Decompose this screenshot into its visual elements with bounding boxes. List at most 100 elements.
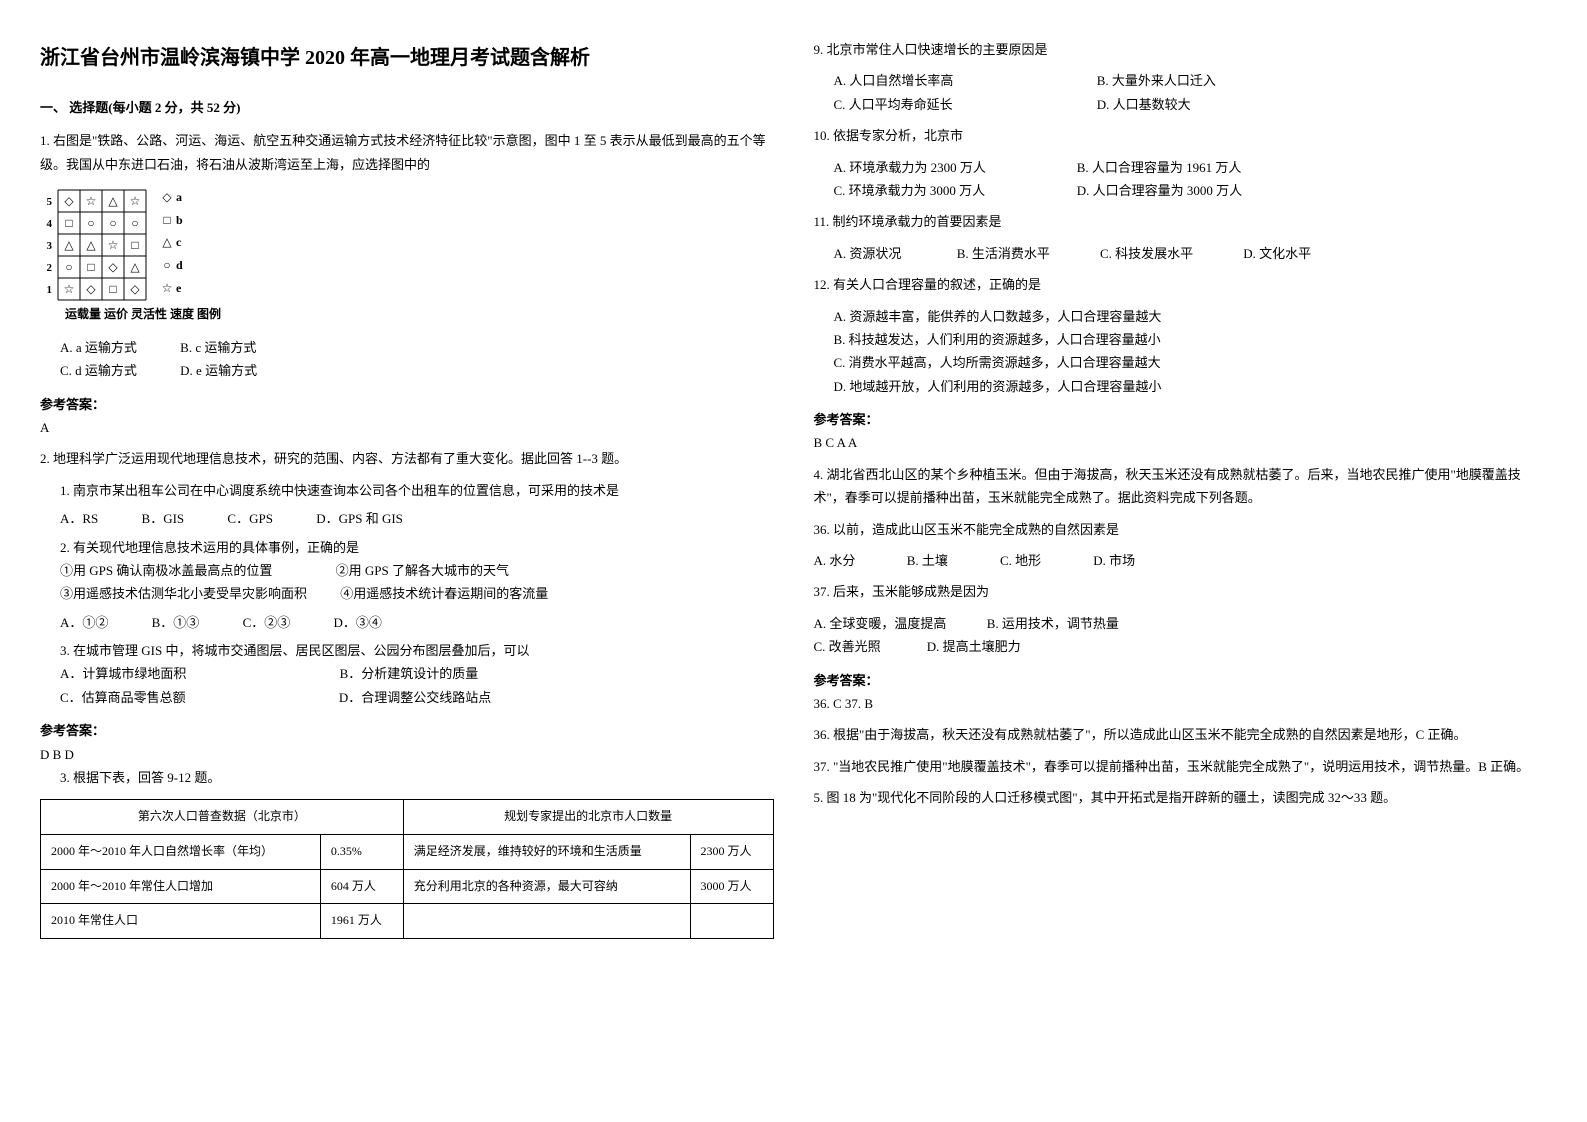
svg-text:◇: ◇ bbox=[64, 194, 74, 208]
q2-2-item-4: ④用遥感技术统计春运期间的客流量 bbox=[340, 586, 548, 601]
left-column: 浙江省台州市温岭滨海镇中学 2020 年高一地理月考试题含解析 一、 选择题(每… bbox=[40, 30, 774, 949]
q37-opt-a: A. 全球变暖，温度提高 bbox=[814, 612, 984, 635]
q2-2-items: ①用 GPS 确认南极冰盖最高点的位置 ②用 GPS 了解各大城市的天气 ③用遥… bbox=[60, 559, 774, 606]
cell-r3c4 bbox=[690, 904, 773, 939]
svg-text:○: ○ bbox=[65, 260, 72, 274]
q2-3-options: A．计算城市绿地面积 B．分析建筑设计的质量 C．估算商品零售总额 D．合理调整… bbox=[60, 662, 774, 709]
svg-text:□: □ bbox=[109, 282, 116, 296]
q1-opt-d: D. e 运输方式 bbox=[180, 359, 257, 382]
svg-text:☆: ☆ bbox=[108, 238, 119, 252]
section-1-title: 一、 选择题(每小题 2 分，共 52 分) bbox=[40, 96, 774, 119]
q9-opt-b: B. 大量外来人口迁入 bbox=[1097, 73, 1216, 88]
q37-opt-c: C. 改善光照 bbox=[814, 635, 924, 658]
q2-1-opt-b: B．GIS bbox=[142, 507, 185, 530]
cell-r2c1: 2000 年～2010 年常住人口增加 bbox=[41, 869, 321, 904]
cell-r2c3: 充分利用北京的各种资源，最大可容纳 bbox=[403, 869, 690, 904]
svg-text:☆: ☆ bbox=[64, 282, 75, 296]
question-2-3: 3. 在城市管理 GIS 中，将城市交通图层、居民区图层、公园分布图层叠加后，可… bbox=[60, 639, 774, 662]
q10-opt-d: D. 人口合理容量为 3000 万人 bbox=[1077, 183, 1242, 198]
page-title: 浙江省台州市温岭滨海镇中学 2020 年高一地理月考试题含解析 bbox=[40, 40, 774, 76]
q12-options: A. 资源越丰富，能供养的人口数越多，人口合理容量越大 B. 科技越发达，人们利… bbox=[834, 305, 1548, 399]
answer-4-1: 36. C 37. B bbox=[814, 692, 1548, 715]
cell-r2c2: 604 万人 bbox=[320, 869, 403, 904]
cell-r1c3: 满足经济发展，维持较好的环境和生活质量 bbox=[403, 835, 690, 870]
q10-opt-b: B. 人口合理容量为 1961 万人 bbox=[1077, 160, 1242, 175]
cell-r2c4: 3000 万人 bbox=[690, 869, 773, 904]
cell-r3c1: 2010 年常住人口 bbox=[41, 904, 321, 939]
q36-opt-b: B. 土壤 bbox=[907, 549, 997, 572]
q2-3-opt-d: D．合理调整公交线路站点 bbox=[339, 690, 491, 705]
q37-opt-d: D. 提高土壤肥力 bbox=[927, 639, 1021, 654]
question-11: 11. 制约环境承载力的首要因素是 bbox=[814, 210, 1548, 233]
q37-opt-b: B. 运用技术，调节热量 bbox=[987, 616, 1119, 631]
table-row: 2000 年～2010 年常住人口增加 604 万人 充分利用北京的各种资源，最… bbox=[41, 869, 774, 904]
q1-opt-b: B. c 运输方式 bbox=[180, 336, 256, 359]
cell-r1c1: 2000 年～2010 年人口自然增长率（年均） bbox=[41, 835, 321, 870]
q2-2-options: A．①② B．①③ C．②③ D．③④ bbox=[60, 611, 774, 634]
svg-text:1: 1 bbox=[47, 284, 53, 296]
svg-text:○: ○ bbox=[87, 216, 94, 230]
question-2-intro: 2. 地理科学广泛运用现代地理信息技术，研究的范围、内容、方法都有了重大变化。据… bbox=[40, 447, 774, 470]
svg-text:△: △ bbox=[64, 238, 74, 252]
answer-2: D B D bbox=[40, 743, 774, 766]
svg-text:○: ○ bbox=[109, 216, 116, 230]
svg-text:☆: ☆ bbox=[86, 194, 97, 208]
svg-text:○: ○ bbox=[131, 216, 138, 230]
q36-opt-a: A. 水分 bbox=[814, 549, 904, 572]
svg-text:5: 5 bbox=[47, 196, 53, 208]
svg-text:4: 4 bbox=[47, 218, 53, 230]
svg-text:△: △ bbox=[108, 194, 118, 208]
q2-1-options: A．RS B．GIS C．GPS D．GPS 和 GIS bbox=[60, 507, 774, 530]
table-header-1: 第六次人口普查数据（北京市） bbox=[41, 800, 404, 835]
q2-1-opt-c: C．GPS bbox=[227, 507, 273, 530]
q2-3-opt-c: C．估算商品零售总额 bbox=[60, 690, 186, 705]
table-header-2: 规划专家提出的北京市人口数量 bbox=[403, 800, 773, 835]
q11-opt-a: A. 资源状况 bbox=[834, 242, 954, 265]
q2-2-opt-c: C．②③ bbox=[243, 611, 291, 634]
q12-opt-d: D. 地域越开放，人们利用的资源越多，人口合理容量越小 bbox=[834, 375, 1548, 398]
q2-2-item-3: ③用遥感技术估测华北小麦受旱灾影响面积 bbox=[60, 586, 307, 601]
q12-opt-c: C. 消费水平越高，人均所需资源越多，人口合理容量越大 bbox=[834, 351, 1548, 374]
q2-1-opt-a: A．RS bbox=[60, 507, 98, 530]
q11-opt-d: D. 文化水平 bbox=[1243, 246, 1311, 261]
question-12: 12. 有关人口合理容量的叙述，正确的是 bbox=[814, 273, 1548, 296]
q36-opt-d: D. 市场 bbox=[1093, 553, 1135, 568]
q2-2-opt-b: B．①③ bbox=[152, 611, 200, 634]
q1-options: A. a 运输方式 B. c 运输方式 C. d 运输方式 D. e 运输方式 bbox=[60, 336, 774, 383]
svg-text:△: △ bbox=[130, 260, 140, 274]
question-5: 5. 图 18 为"现代化不同阶段的人口迁移模式图"，其中开拓式是指开辟新的疆土… bbox=[814, 786, 1548, 809]
q9-opt-a: A. 人口自然增长率高 bbox=[834, 69, 1094, 92]
question-37: 37. 后来，玉米能够成熟是因为 bbox=[814, 580, 1548, 603]
svg-text:□: □ bbox=[65, 216, 72, 230]
question-3-intro: 3. 根据下表，回答 9-12 题。 bbox=[60, 766, 774, 789]
svg-text:◇: ◇ bbox=[108, 260, 118, 274]
q10-opt-a: A. 环境承载力为 2300 万人 bbox=[834, 156, 1074, 179]
chart-legend: ◇a□b△c○d☆e bbox=[160, 186, 183, 300]
svg-text:△: △ bbox=[86, 238, 96, 252]
q2-2-opt-d: D．③④ bbox=[333, 611, 381, 634]
table-header-row: 第六次人口普查数据（北京市） 规划专家提出的北京市人口数量 bbox=[41, 800, 774, 835]
q11-opt-c: C. 科技发展水平 bbox=[1100, 242, 1240, 265]
q9-opt-d: D. 人口基数较大 bbox=[1097, 97, 1191, 112]
cell-r3c2: 1961 万人 bbox=[320, 904, 403, 939]
q2-2-opt-a: A．①② bbox=[60, 611, 108, 634]
q2-3-opt-a: A．计算城市绿地面积 bbox=[60, 666, 186, 681]
answer-1-label: 参考答案： bbox=[40, 393, 774, 416]
answer-4-label: 参考答案： bbox=[814, 669, 1548, 692]
table-row: 2010 年常住人口 1961 万人 bbox=[41, 904, 774, 939]
svg-text:2: 2 bbox=[47, 262, 53, 274]
question-9: 9. 北京市常住人口快速增长的主要原因是 bbox=[814, 38, 1548, 61]
question-2-2: 2. 有关现代地理信息技术运用的具体事例，正确的是 bbox=[60, 536, 774, 559]
chart-x-axis: 运载量 运价 灵活性 速度 图例 bbox=[65, 304, 774, 326]
q12-opt-b: B. 科技越发达，人们利用的资源越多，人口合理容量越小 bbox=[834, 328, 1548, 351]
q10-opt-c: C. 环境承载力为 3000 万人 bbox=[834, 179, 1074, 202]
right-column: 9. 北京市常住人口快速增长的主要原因是 A. 人口自然增长率高 B. 大量外来… bbox=[814, 30, 1548, 949]
q11-options: A. 资源状况 B. 生活消费水平 C. 科技发展水平 D. 文化水平 bbox=[834, 242, 1548, 265]
svg-text:□: □ bbox=[131, 238, 138, 252]
q36-options: A. 水分 B. 土壤 C. 地形 D. 市场 bbox=[814, 549, 1548, 572]
q10-options: A. 环境承载力为 2300 万人 B. 人口合理容量为 1961 万人 C. … bbox=[834, 156, 1548, 203]
q11-opt-b: B. 生活消费水平 bbox=[957, 242, 1097, 265]
q36-opt-c: C. 地形 bbox=[1000, 549, 1090, 572]
question-4-intro: 4. 湖北省西北山区的某个乡种植玉米。但由于海拔高，秋天玉米还没有成熟就枯萎了。… bbox=[814, 463, 1548, 510]
answer-2-label: 参考答案： bbox=[40, 719, 774, 742]
